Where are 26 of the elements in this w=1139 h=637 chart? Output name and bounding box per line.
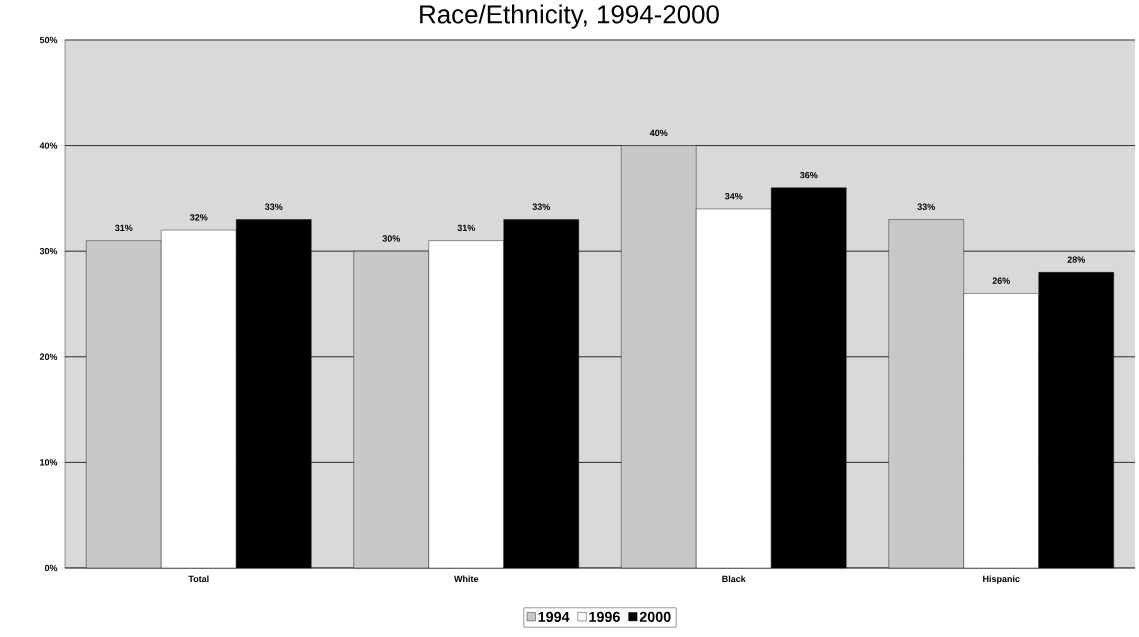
data-label: 36% — [799, 171, 818, 179]
data-label: 33% — [264, 203, 283, 210]
data-label: 34% — [724, 193, 743, 200]
data-label: 31% — [457, 224, 475, 232]
legend-label: 1996 — [589, 611, 620, 622]
data-label: 33% — [917, 203, 935, 210]
data-label: 30% — [382, 235, 400, 242]
data-label: 28% — [1067, 256, 1085, 263]
data-label: 40% — [649, 129, 668, 137]
x-tick-label: Hispanic — [983, 575, 1020, 584]
x-tick-label: White — [454, 575, 479, 583]
x-tick-label: Black — [722, 575, 746, 583]
legend-label: 1994 — [538, 611, 570, 622]
y-tick-label: 20% — [39, 353, 58, 360]
data-label: 32% — [189, 214, 208, 221]
x-tick-label: Total — [188, 575, 209, 583]
data-label: 31% — [114, 224, 133, 232]
y-tick-label: 30% — [39, 248, 58, 255]
y-tick-label: 10% — [40, 459, 58, 466]
legend-label: 2000 — [639, 611, 671, 622]
chart-title: Race/Ethnicity, 1994-2000 — [420, 4, 719, 29]
y-tick-label: 50% — [39, 36, 58, 44]
y-tick-label: 0% — [44, 564, 58, 572]
data-label: 33% — [532, 203, 550, 210]
y-tick-label: 40% — [39, 142, 58, 149]
data-label: 26% — [992, 277, 1010, 284]
